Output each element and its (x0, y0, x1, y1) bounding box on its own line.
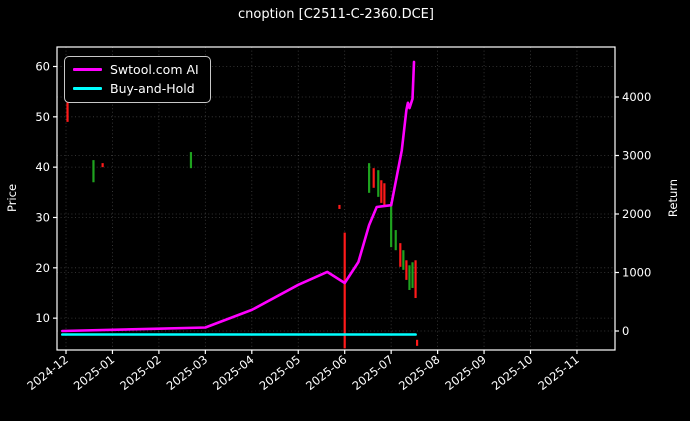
price-tick-label: 10 (35, 311, 50, 325)
price-axis-title: Price (5, 184, 19, 212)
ai-line-swatch (73, 67, 102, 72)
legend-entry-buyhold: Buy-and-Hold (73, 81, 199, 96)
month-tick-label: 2025-01 (71, 352, 117, 393)
month-tick-label: 2025-09 (442, 352, 488, 393)
month-tick-label: 2024-12 (24, 352, 70, 393)
return-tick-label: 0 (622, 324, 629, 338)
price-tick-label: 40 (35, 160, 50, 174)
buyhold-line-swatch (73, 86, 102, 91)
legend-box: Swtool.com AI Buy-and-Hold (64, 56, 211, 103)
month-tick-label: 2025-05 (257, 352, 303, 393)
return-axis-title: Return (666, 179, 680, 217)
month-tick-label: 2025-10 (489, 352, 535, 393)
month-tick-label: 2025-03 (164, 352, 210, 393)
series-line-swtool-com-ai (60, 60, 416, 333)
return-tick-label: 2000 (622, 207, 651, 221)
plot-border (56, 46, 616, 351)
return-tick-label: 1000 (622, 266, 651, 280)
return-tick-label: 3000 (622, 149, 651, 163)
month-tick-label: 2025-11 (535, 352, 581, 393)
month-tick-label: 2025-07 (350, 352, 396, 393)
return-tick-label: 4000 (622, 90, 651, 104)
month-tick-label: 2025-04 (210, 352, 256, 393)
legend-entry-ai: Swtool.com AI (73, 62, 199, 77)
month-tick-label: 2025-02 (117, 352, 163, 393)
price-tick-label: 30 (35, 210, 50, 224)
month-tick-label: 2025-06 (303, 352, 349, 393)
legend-label-buyhold: Buy-and-Hold (110, 81, 195, 96)
legend-label-ai: Swtool.com AI (110, 62, 199, 77)
chart-title: cnoption [C2511-C-2360.DCE] (238, 7, 434, 22)
month-tick-label: 2025-08 (396, 352, 442, 393)
price-tick-label: 60 (35, 60, 50, 74)
price-tick-label: 20 (35, 261, 50, 275)
price-tick-label: 50 (35, 110, 50, 124)
